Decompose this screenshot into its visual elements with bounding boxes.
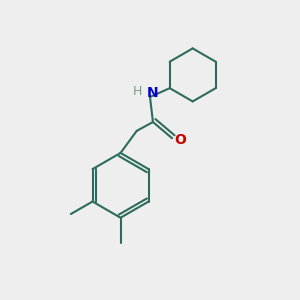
Text: H: H	[133, 85, 142, 98]
Text: O: O	[174, 133, 186, 147]
Text: N: N	[146, 85, 158, 100]
